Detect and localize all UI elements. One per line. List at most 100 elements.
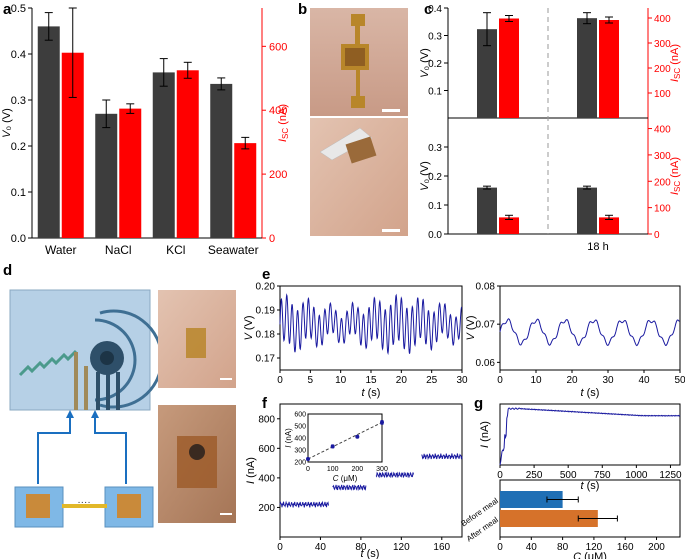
axis-label: C (μM) xyxy=(333,474,358,483)
axis-label: V₀ (V) xyxy=(419,161,431,191)
inset-point xyxy=(355,435,359,439)
y-tick-label: 0.3 xyxy=(428,143,442,154)
scale-bar xyxy=(382,229,400,232)
y-tick-label: 0.1 xyxy=(11,187,26,199)
y-tick-label: 0.20 xyxy=(256,282,276,293)
svg-text:····: ···· xyxy=(77,497,90,508)
inset-point xyxy=(306,457,310,461)
x-tick-label: 120 xyxy=(393,542,410,553)
axis-label: t (s) xyxy=(581,480,600,492)
axis-label: I (nA) xyxy=(479,421,491,448)
x-tick-label: 0 xyxy=(497,470,503,481)
bar-voltage xyxy=(95,114,117,238)
bar-current xyxy=(119,109,141,238)
axis-label: ISC (nA) xyxy=(669,44,682,82)
x-tick-label: 0 xyxy=(497,375,503,386)
panel-e2-chart: 0 10 20 30 40 50 0.06 0.07 0.08 t (s) V (V) xyxy=(465,282,685,400)
x-tick-label: NaCl xyxy=(105,243,132,257)
x-tick-label: 1250 xyxy=(659,470,682,481)
bar-current xyxy=(499,19,519,119)
panel-a-chart: 0.00.10.20.30.40.50200400600V₀ (V)ISC (n… xyxy=(1,3,290,257)
bar-current xyxy=(234,143,256,238)
x-tick-label: Water xyxy=(45,243,77,257)
current-step-trace xyxy=(422,454,462,460)
bar-current xyxy=(599,20,619,118)
y-tick-label-right: 100 xyxy=(654,204,671,215)
x-tick-label: 10 xyxy=(530,375,542,386)
plot-frame xyxy=(500,286,680,370)
inset-y-tick-label: 200 xyxy=(294,460,306,467)
x-tick-label: 10 xyxy=(335,375,347,386)
y-tick-label: 0.19 xyxy=(256,306,276,317)
panel-label-g: g xyxy=(474,395,483,412)
x-tick-label: 0 xyxy=(277,375,283,386)
bar-current xyxy=(177,70,199,238)
panel-label-d: d xyxy=(3,262,12,279)
y-tick-label: 0.0 xyxy=(11,233,26,245)
x-tick-label: 200 xyxy=(648,542,665,553)
x-tick-label: 160 xyxy=(617,542,634,553)
bar-voltage xyxy=(577,188,597,234)
x-tick-label: KCl xyxy=(166,243,185,257)
arrow-left xyxy=(38,415,70,484)
arrow-right xyxy=(95,415,126,484)
y-tick-label: 0.4 xyxy=(428,4,442,15)
y-tick-label-right: 400 xyxy=(654,125,671,136)
axis-label: I (nA) xyxy=(284,428,293,448)
bar-voltage xyxy=(577,18,597,118)
axis-label: ISC (nA) xyxy=(669,157,682,195)
y-tick-label: 0.3 xyxy=(11,95,26,107)
x-tick-label: 500 xyxy=(560,470,577,481)
inset-frame xyxy=(308,414,382,462)
panel-c-chart: 0.1 0.2 0.3 0.4 100 200 300 400 V₀ (V) ISC (nA) 0.… xyxy=(419,4,682,253)
y-tick-label: 800 xyxy=(258,414,275,425)
bar-voltage xyxy=(38,26,60,238)
x-tick-label: 15 xyxy=(365,375,377,386)
y-tick-label: 200 xyxy=(258,503,275,514)
y-tick-label: 0.07 xyxy=(476,320,496,331)
y-tick-label: 400 xyxy=(258,473,275,484)
inset-y-tick-label: 300 xyxy=(294,448,306,455)
x-tick-label: Seawater xyxy=(208,243,259,257)
y-tick-label: 0.06 xyxy=(476,358,496,369)
x-tick-label: 0 xyxy=(277,542,283,553)
y-tick-label: 0.18 xyxy=(256,330,276,341)
y-tick-label: 600 xyxy=(258,444,275,455)
x-tick-label: 25 xyxy=(426,375,438,386)
x-tick-label: 250 xyxy=(526,470,543,481)
inset-y-tick-label: 600 xyxy=(294,412,306,419)
inset-y-tick-label: 400 xyxy=(294,436,306,443)
panel-f-chart: 0 40 80 120 160200400600800t (s)I (nA) 0 100 20… xyxy=(245,404,462,559)
x-tick-label: 20 xyxy=(566,375,578,386)
panel-label-b: b xyxy=(298,1,307,18)
x-tick-label: 20 xyxy=(396,375,408,386)
x-tick-label: 30 xyxy=(602,375,614,386)
y-tick-label-right: 0 xyxy=(654,230,660,241)
current-step-trace xyxy=(376,473,413,478)
inset-point xyxy=(331,444,335,448)
figure: a b c d e f g 0.00.10.20.30.40.502004006… xyxy=(0,0,685,559)
panel-d-schematic: ···· xyxy=(10,290,236,527)
x-tick-label: 50 xyxy=(674,375,685,386)
y-tick-label: 0.5 xyxy=(11,3,26,15)
panel-label-e: e xyxy=(262,266,270,283)
panel-e1-chart: 0 5 10 15 20 25 30 0.17 0.18 0.19 0.20 t (s) V (V) xyxy=(243,282,468,400)
x-tick-label: 160 xyxy=(433,542,450,553)
axis-label: t (s) xyxy=(362,387,381,399)
substrate-sheet xyxy=(10,290,150,410)
panel-label-f: f xyxy=(262,395,268,412)
x-tick-label: 18 h xyxy=(587,241,608,253)
y-tick-label: 0.2 xyxy=(11,141,26,153)
signal-trace xyxy=(500,319,679,346)
y-tick-label-right: 0 xyxy=(269,233,275,245)
current-step-trace xyxy=(333,485,366,490)
y-tick-label-right: 200 xyxy=(269,169,287,181)
current-trace xyxy=(500,408,680,465)
inset-x-tick-label: 100 xyxy=(327,466,339,473)
axis-label: V₀ (V) xyxy=(419,48,431,78)
bar-voltage xyxy=(153,72,175,238)
panel-g1-chart: 0 250 500 750 1000 1250 t (s) I (nA) xyxy=(479,404,682,492)
axis-label: I (nA) xyxy=(245,457,257,484)
bar-voltage xyxy=(210,84,232,238)
axis-label: ISC (nA) xyxy=(277,104,290,142)
